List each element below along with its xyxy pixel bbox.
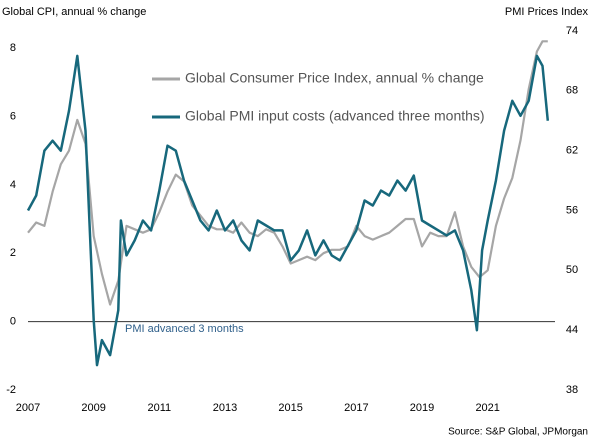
x-tick-label: 2021 (475, 402, 499, 414)
y2-tick-label: 56 (566, 204, 578, 216)
legend-label: Global PMI input costs (advanced three m… (185, 108, 485, 124)
y-axis-title: Global CPI, annual % change (2, 6, 146, 18)
x-tick-label: 2009 (81, 402, 105, 414)
y-tick-label: -2 (6, 384, 16, 396)
x-tick-label: 2019 (410, 402, 434, 414)
source: Source: S&P Global, JPMorgan (448, 427, 588, 438)
y-tick-label: 2 (10, 247, 16, 259)
y2-tick-label: 38 (566, 384, 578, 396)
x-tick-label: 2015 (278, 402, 302, 414)
y2-tick-label: 74 (566, 25, 578, 37)
y-tick-label: 0 (10, 316, 16, 328)
y2-axis-title: PMI Prices Index (505, 6, 589, 18)
y2-tick-label: 50 (566, 264, 578, 276)
x-tick-label: 2011 (148, 402, 172, 414)
annotation: PMI advanced 3 months (125, 323, 244, 335)
y-tick-label: 6 (10, 110, 16, 122)
x-tick-label: 2013 (213, 402, 237, 414)
y-tick-label: 8 (10, 42, 16, 54)
series-line (27, 40, 548, 306)
y-tick-label: 4 (10, 179, 16, 191)
series-line (26, 54, 550, 367)
x-tick-label: 2017 (344, 402, 368, 414)
y2-tick-label: 68 (566, 85, 578, 97)
y2-tick-label: 44 (566, 324, 578, 336)
legend-label: Global Consumer Price Index, annual % ch… (185, 70, 484, 86)
y2-tick-label: 62 (566, 145, 578, 157)
x-tick-label: 2007 (16, 402, 40, 414)
